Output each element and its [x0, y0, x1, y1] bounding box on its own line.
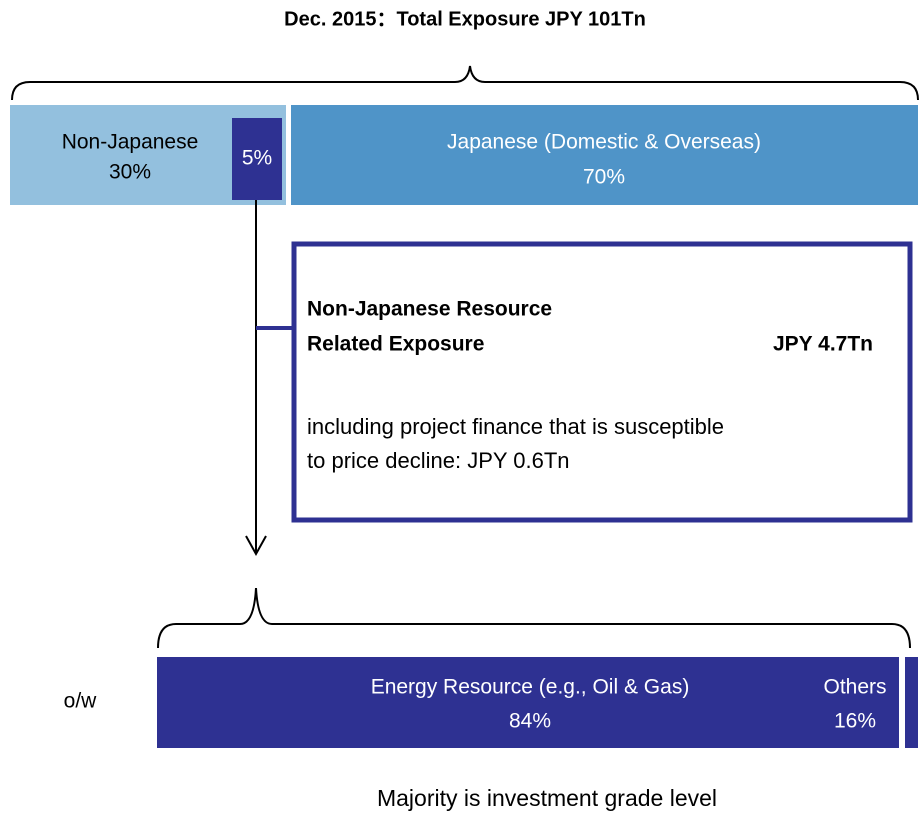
detail-note: including project finance that is suscep… [307, 414, 724, 439]
title: Dec. 2015：Total Exposure JPY 101Tn [284, 8, 646, 30]
segment-label: Energy Resource (e.g., Oil & Gas) [371, 676, 690, 699]
non-japanese-share: 30% [109, 161, 151, 184]
segment-share: 16% [834, 710, 876, 733]
footer: Majority is investment grade level [377, 785, 717, 811]
resource-segment [232, 118, 282, 200]
segment-label: Others [823, 676, 886, 699]
japanese-share: 70% [583, 166, 625, 189]
resource-share: 5% [242, 147, 272, 170]
non-japanese-label: Non-Japanese [62, 131, 199, 154]
detail-amount: JPY 4.7Tn [773, 333, 873, 356]
arrow-head [245, 535, 267, 557]
segment-share: 84% [509, 710, 551, 733]
top-brace [11, 65, 919, 101]
detail-note: to price decline: JPY 0.6Tn [307, 448, 570, 473]
breakdown-prefix: o/w [64, 690, 98, 713]
detail-heading: Non-Japanese Resource [307, 298, 552, 321]
japanese-label: Japanese (Domestic & Overseas) [447, 131, 761, 154]
energy-segment [157, 657, 899, 748]
japanese-segment [291, 105, 918, 205]
bottom-brace [157, 587, 911, 649]
others-segment [905, 657, 918, 748]
detail-box [291, 241, 913, 523]
detail-heading: Related Exposure [307, 333, 484, 356]
